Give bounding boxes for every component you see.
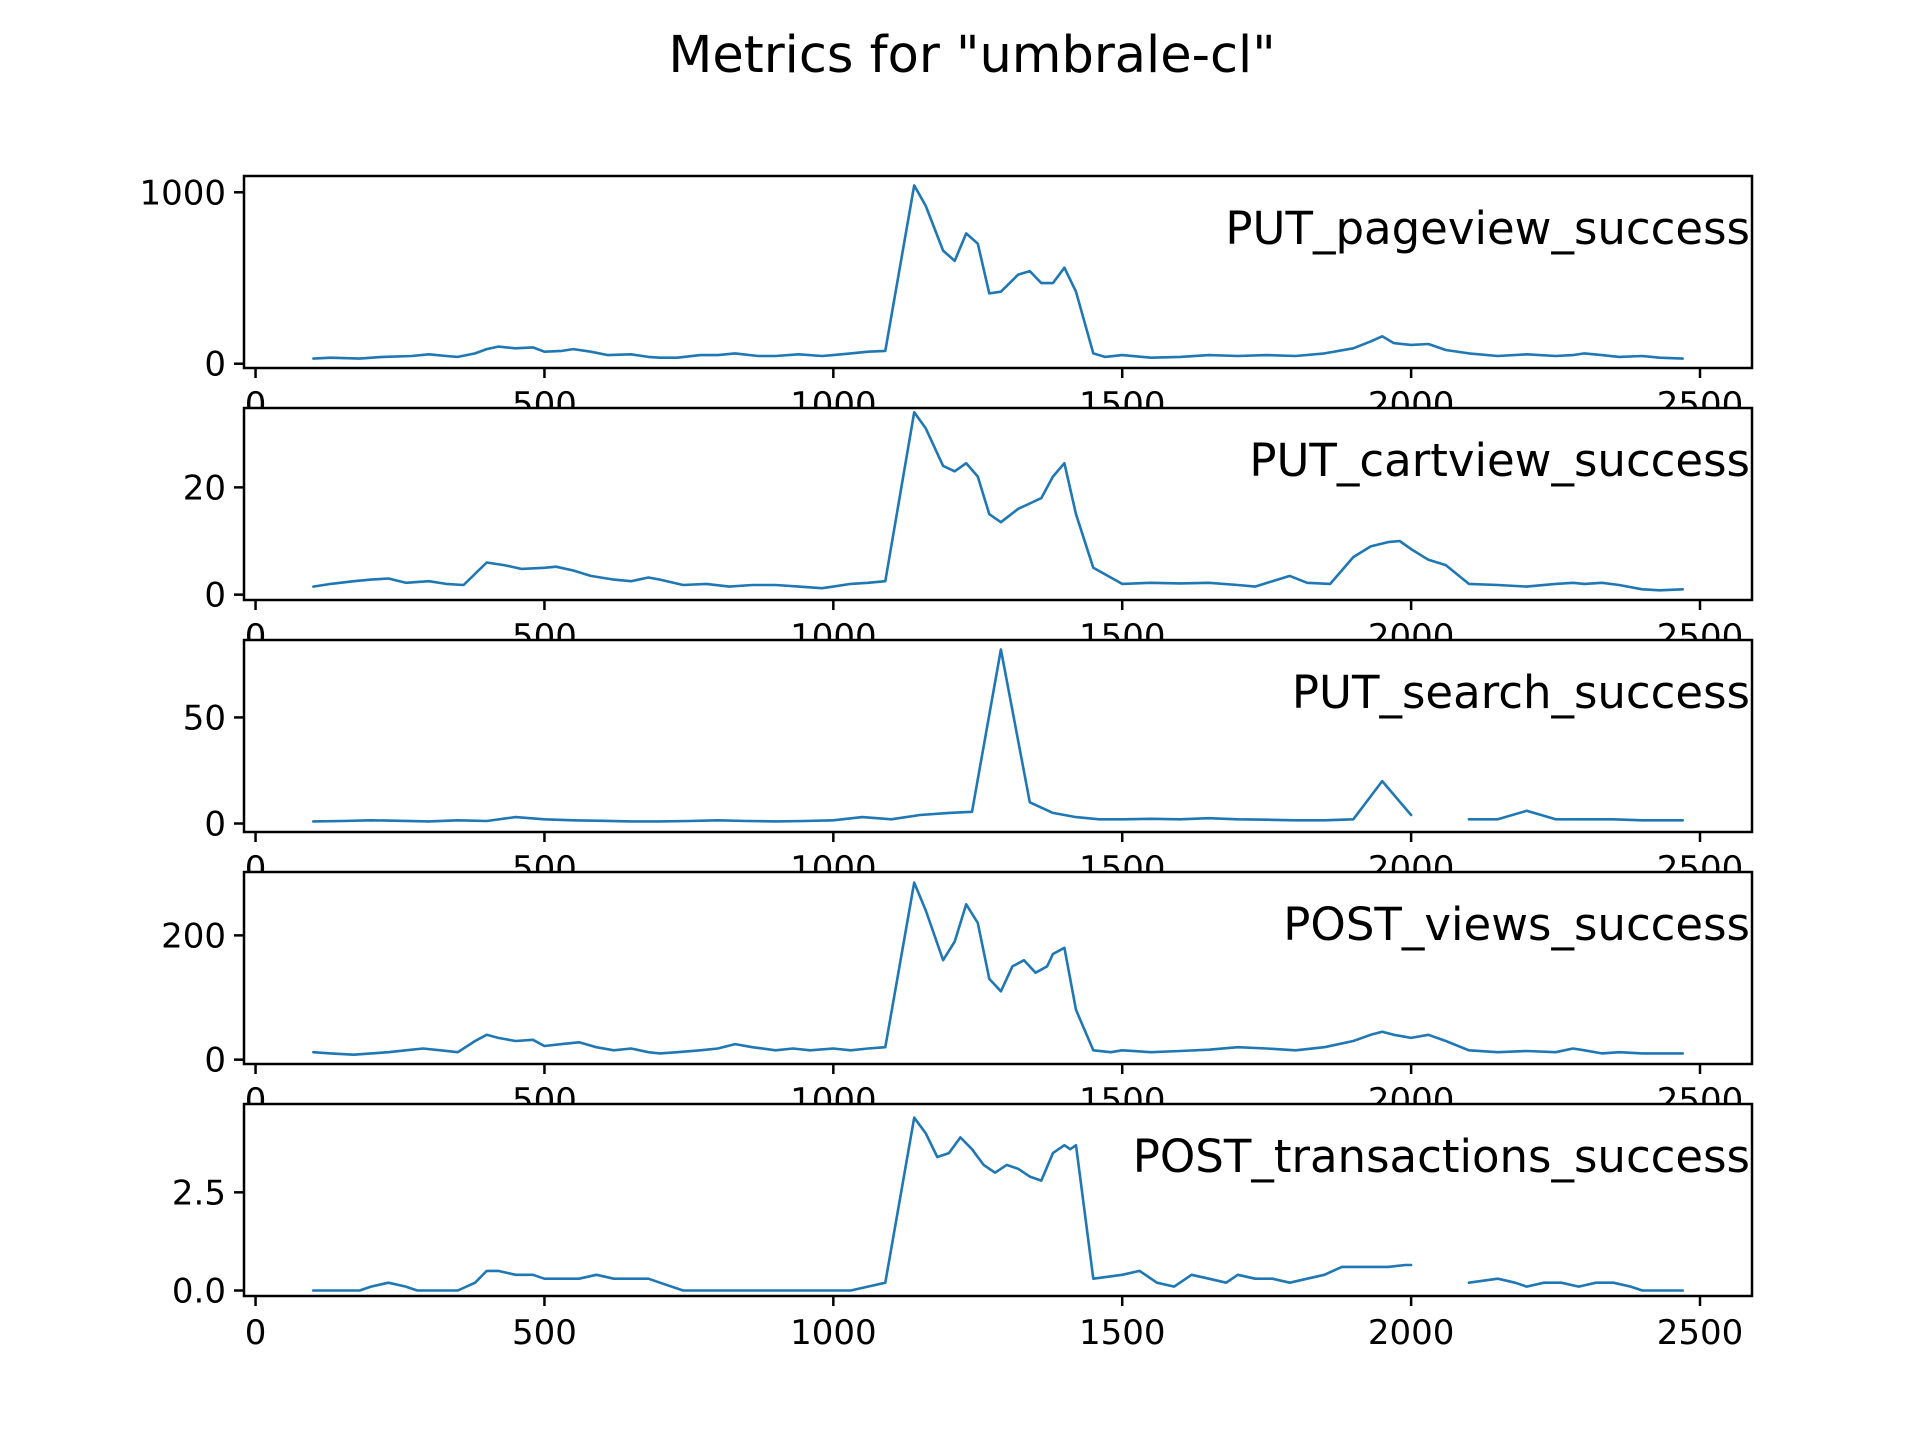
x-tick-label: 0 [245,1313,267,1353]
series-line [311,1116,1413,1292]
axes-background [244,872,1752,1064]
axes-frame [242,1102,1754,1298]
series-line [311,881,1684,1056]
axes-frame [242,174,1754,370]
axes-frame [242,870,1754,1066]
y-tick-label: 200 [161,916,226,956]
x-tick-label: 1000 [790,1313,877,1353]
series-label: PUT_search_success [1292,666,1750,719]
series-line [311,410,1684,592]
series-line [1467,1277,1684,1292]
y-tick-label: 50 [183,698,226,738]
y-tick-label: 0 [204,1041,226,1081]
series-label: PUT_pageview_success [1225,202,1750,255]
axes-background [244,176,1752,368]
series-label: POST_transactions_success [1133,1130,1750,1183]
series-label: PUT_cartview_success [1249,434,1750,487]
panel-2: 0 500 1000 1500 2000 2500020PUT_cartview_succ… [183,406,1754,657]
y-tick-label: 2.5 [172,1173,226,1213]
y-tick-label: 1000 [139,173,226,213]
axes-frame [242,406,1754,602]
series-label: POST_views_success [1283,898,1750,951]
y-tick-label: 0 [204,345,226,385]
axes-background [244,408,1752,600]
y-tick-label: 0 [204,576,226,616]
y-tick-label: 0 [204,805,226,845]
y-tick-label: 0.0 [172,1272,226,1312]
series-line [311,648,1413,823]
x-tick-label: 2000 [1368,1313,1455,1353]
chart-panels: 0 500 1000 1500 2000 250001000PUT_pageview_su… [139,173,1754,1353]
axes-background [244,1104,1752,1296]
figure-title: Metrics for "umbrale-cl" [668,26,1275,85]
x-tick-label: 500 [512,1313,577,1353]
series-line [1467,809,1684,822]
panel-5: 0 500 1000 1500 2000 2500 0.0 2.5 POST_transacti… [172,1102,1754,1353]
axes-frame [242,638,1754,834]
x-tick-label: 1500 [1079,1313,1166,1353]
y-tick-label: 20 [183,468,226,508]
x-tick-label: 2500 [1657,1313,1744,1353]
series-line [311,184,1684,360]
